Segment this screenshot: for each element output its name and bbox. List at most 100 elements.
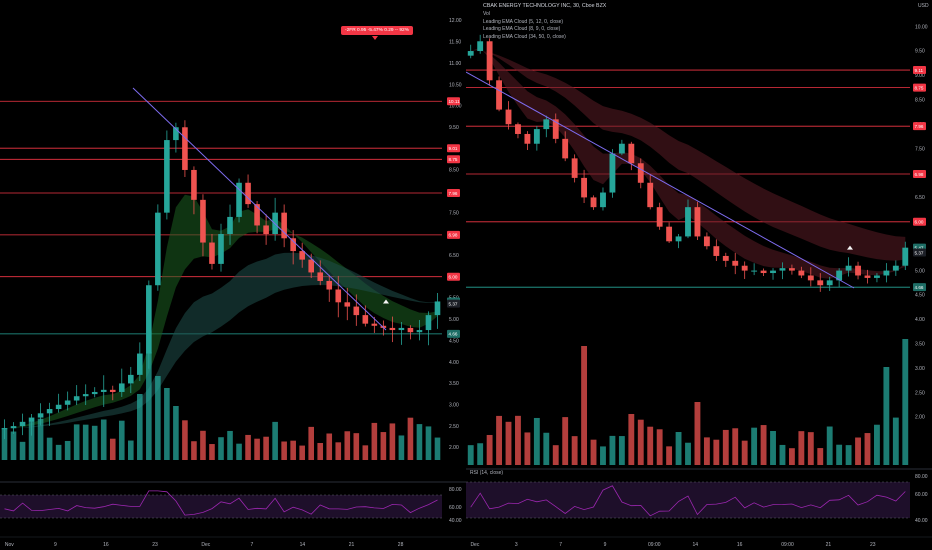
right-price-tag-label: 5.37 <box>915 250 924 255</box>
right-volume-bar <box>732 428 739 465</box>
right-volume-bar <box>571 436 578 465</box>
left-volume-bar <box>281 441 287 460</box>
left-volume-bar <box>209 444 215 460</box>
left-candle-body <box>191 169 197 200</box>
left-rsi-tick: 40.00 <box>449 518 462 524</box>
right-volume-bar <box>666 446 673 465</box>
left-price-tag <box>447 189 460 198</box>
left-price-tag <box>447 272 460 281</box>
right-candle-body <box>760 270 767 274</box>
right-candle-body <box>836 270 843 281</box>
left-chart-pane[interactable]: 12.0011.5011.0010.5010.009.509.008.508.0… <box>0 0 466 550</box>
left-candle-body <box>398 327 405 331</box>
left-x-tick: 9 <box>54 542 57 548</box>
right-y-tick: 2.50 <box>915 390 925 396</box>
right-y-tick: 3.00 <box>915 366 925 372</box>
left-x-tick: Nov <box>5 542 14 548</box>
right-y-tick: 7.50 <box>915 146 925 152</box>
left-y-tick: 11.00 <box>449 61 461 67</box>
right-volume-bar <box>562 417 569 465</box>
left-price-tag <box>447 299 460 308</box>
right-y-tick: 10.00 <box>915 24 928 30</box>
right-candle-body <box>713 246 720 256</box>
left-candle-body <box>362 315 369 324</box>
left-volume-bar <box>37 418 44 460</box>
right-candle-body <box>874 275 880 278</box>
right-candle-body <box>628 143 635 164</box>
left-price-tag <box>447 329 460 338</box>
left-candle-body <box>64 400 71 405</box>
left-candle-body <box>371 323 378 326</box>
right-candle-body <box>732 260 739 266</box>
left-volume-bar <box>55 444 62 460</box>
left-price-tag <box>447 144 460 153</box>
left-candle-body <box>326 280 333 290</box>
left-volume-bar <box>290 440 296 460</box>
right-x-tick: 3 <box>515 542 518 548</box>
left-background <box>0 0 466 550</box>
left-volume-bar <box>254 438 260 460</box>
left-candle-body <box>46 409 53 414</box>
left-volume-bar <box>416 424 423 460</box>
left-volume-bar <box>299 445 305 460</box>
left-volume-bar <box>91 425 98 460</box>
left-volume-bar <box>82 424 89 460</box>
left-ema-cloud-slow <box>4 252 438 429</box>
right-volume-bar <box>656 429 663 465</box>
left-volume-bar <box>308 426 315 460</box>
right-price-tag-label: 9.11 <box>915 68 924 73</box>
right-y-tick: 8.50 <box>915 98 925 104</box>
left-candle-body <box>209 242 215 264</box>
right-volume-bar <box>486 434 493 465</box>
right-rsi-tick: 80.00 <box>915 474 928 480</box>
left-candle-body <box>73 396 80 401</box>
left-volume-bar <box>218 437 224 460</box>
left-candle-body <box>127 374 134 384</box>
right-volume-bar <box>515 415 521 465</box>
left-rsi-tick: 80.00 <box>449 487 462 493</box>
left-candle-body <box>344 302 351 307</box>
left-price-tag-label: 7.96 <box>449 191 458 196</box>
right-candle-body <box>637 163 644 183</box>
left-volume-bar <box>1 427 8 460</box>
left-volume-bar <box>137 394 143 460</box>
right-last-price-marker <box>847 245 853 250</box>
right-candle-body <box>496 80 502 110</box>
left-candle-body <box>146 285 152 354</box>
right-price-tag-label: 6.00 <box>915 220 924 225</box>
right-x-tick: 09:00 <box>648 542 661 548</box>
right-candle-body <box>892 265 899 271</box>
left-x-tick: 14 <box>300 542 306 548</box>
left-candle-body <box>173 127 179 141</box>
left-volume-bar <box>200 430 206 460</box>
left-volume-bar <box>371 422 378 460</box>
right-candle-body <box>590 197 597 208</box>
right-candle-body <box>722 255 729 261</box>
left-volume-bar <box>118 420 125 460</box>
right-chart-pane[interactable]: 10.009.509.008.508.007.507.006.506.005.5… <box>466 0 932 550</box>
right-candle-body <box>703 236 710 247</box>
left-candle-body <box>155 212 161 286</box>
left-y-tick: 5.00 <box>449 317 459 323</box>
left-candle-body <box>254 204 260 226</box>
right-candle-body <box>505 109 512 125</box>
left-y-tick: 4.00 <box>449 360 459 366</box>
left-price-tag-label: 10.11 <box>449 99 461 104</box>
right-volume-bar <box>874 424 880 465</box>
right-price-tag-label: 7.96 <box>915 124 924 129</box>
right-price-tag <box>913 169 926 178</box>
right-volume-bar <box>496 415 502 465</box>
left-y-tick: 2.00 <box>449 445 459 451</box>
left-candle-body <box>55 404 62 410</box>
right-volume-bar <box>618 436 625 465</box>
right-candle-body <box>817 280 824 286</box>
right-candle-body <box>600 192 606 208</box>
right-candle-body <box>883 270 890 276</box>
right-volume-bar <box>647 426 654 465</box>
left-y-tick: 9.50 <box>449 125 459 131</box>
right-volume-bar <box>779 444 786 465</box>
right-x-tick: 7 <box>559 542 562 548</box>
right-candle-body <box>477 41 484 52</box>
left-trendline <box>132 87 387 331</box>
right-x-tick: 09:00 <box>781 542 794 548</box>
